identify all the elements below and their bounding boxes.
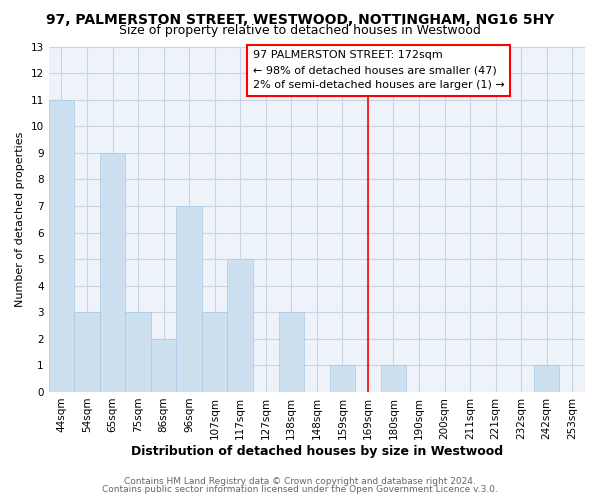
Text: 97, PALMERSTON STREET, WESTWOOD, NOTTINGHAM, NG16 5HY: 97, PALMERSTON STREET, WESTWOOD, NOTTING…: [46, 12, 554, 26]
Bar: [380, 366, 406, 392]
Bar: [100, 153, 125, 392]
Bar: [176, 206, 202, 392]
Bar: [534, 366, 559, 392]
Text: Size of property relative to detached houses in Westwood: Size of property relative to detached ho…: [119, 24, 481, 37]
Bar: [227, 259, 253, 392]
Bar: [278, 312, 304, 392]
Bar: [49, 100, 74, 392]
Y-axis label: Number of detached properties: Number of detached properties: [15, 132, 25, 307]
Bar: [329, 366, 355, 392]
Text: Contains HM Land Registry data © Crown copyright and database right 2024.: Contains HM Land Registry data © Crown c…: [124, 477, 476, 486]
Bar: [74, 312, 100, 392]
Bar: [125, 312, 151, 392]
Text: 97 PALMERSTON STREET: 172sqm
← 98% of detached houses are smaller (47)
2% of sem: 97 PALMERSTON STREET: 172sqm ← 98% of de…: [253, 50, 505, 90]
Bar: [151, 339, 176, 392]
Bar: [202, 312, 227, 392]
Text: Contains public sector information licensed under the Open Government Licence v.: Contains public sector information licen…: [102, 485, 498, 494]
X-axis label: Distribution of detached houses by size in Westwood: Distribution of detached houses by size …: [131, 444, 503, 458]
